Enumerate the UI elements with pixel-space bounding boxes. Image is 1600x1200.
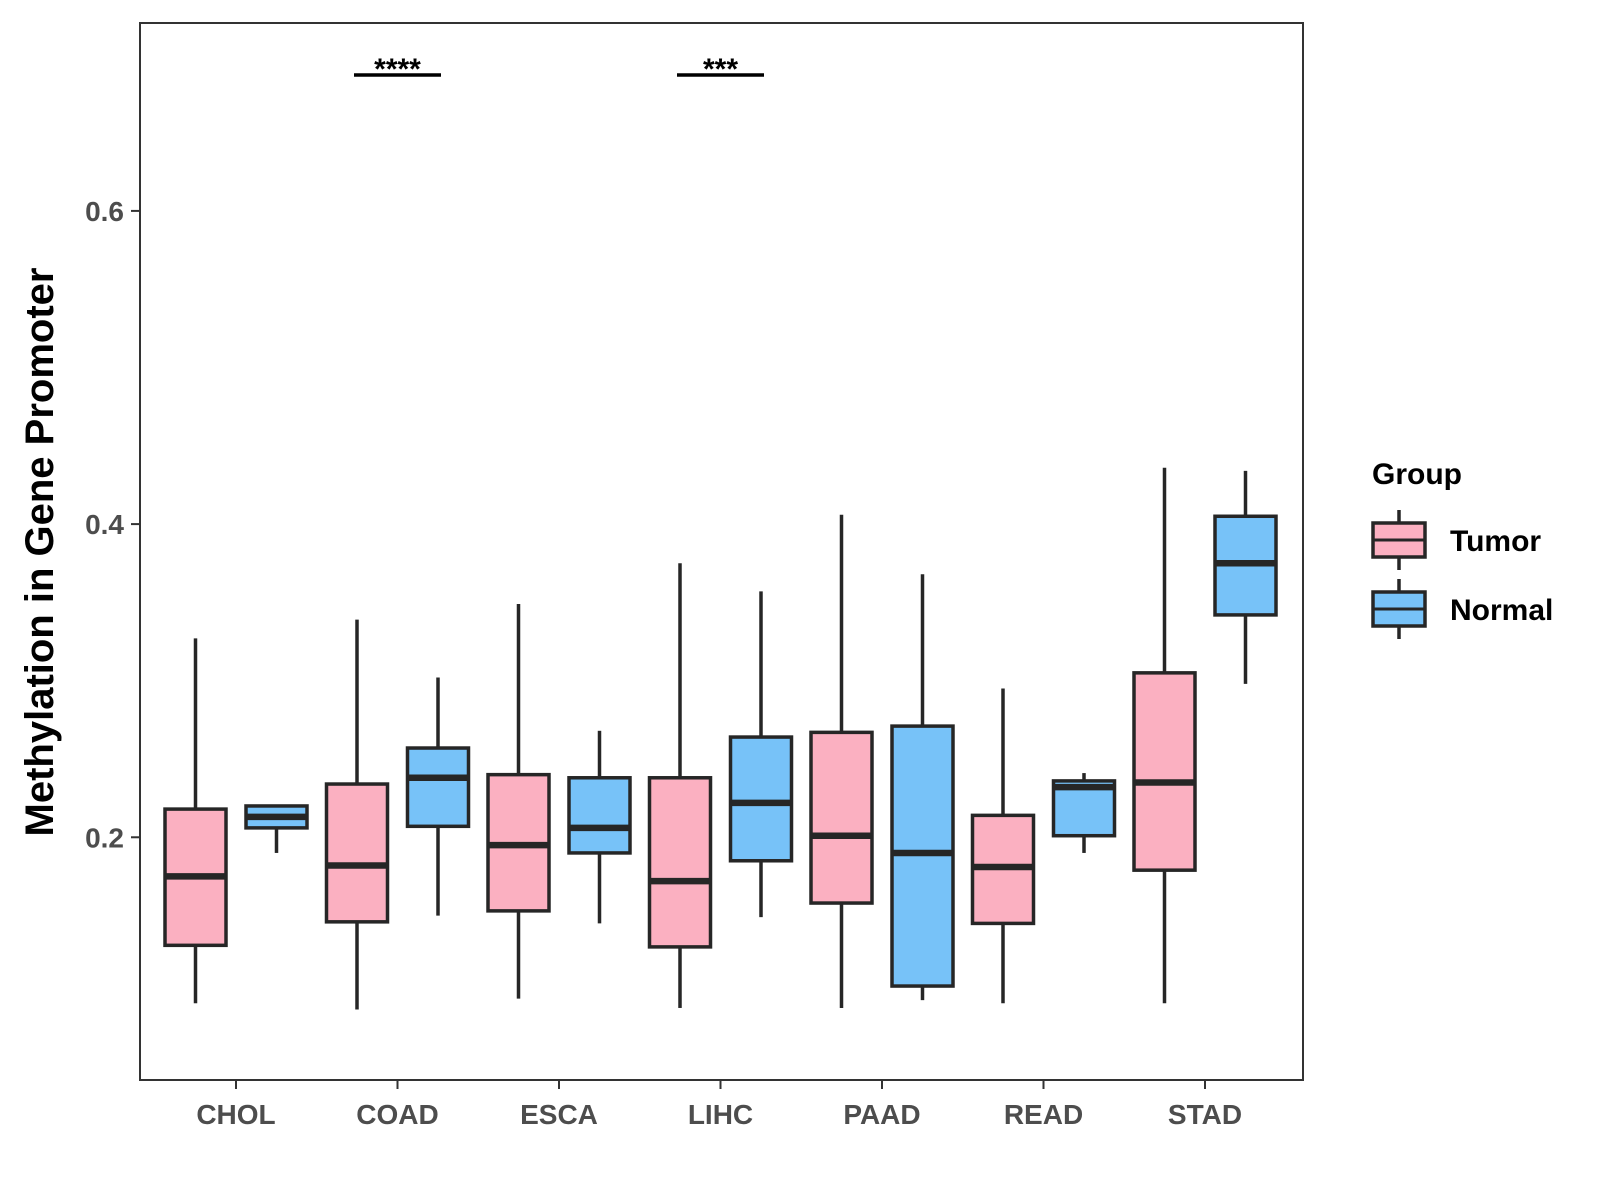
- x-tick-label: PAAD: [843, 1099, 920, 1130]
- y-tick-label: 0.6: [85, 196, 124, 227]
- x-tick-label: CHOL: [196, 1099, 275, 1130]
- plot-background: [140, 23, 1303, 1080]
- significance-coad: ****: [354, 53, 441, 86]
- box-normal-read: [1051, 773, 1117, 853]
- box-normal-paad: [890, 574, 955, 1001]
- significance-annotations: **** ***: [354, 53, 764, 86]
- legend-item-normal: Normal: [1371, 579, 1553, 639]
- legend-label: Normal: [1450, 594, 1553, 627]
- x-tick-label: COAD: [356, 1099, 438, 1130]
- box-tumor-read: [970, 688, 1036, 1004]
- x-tick-label: READ: [1004, 1099, 1083, 1130]
- significance-label: ***: [703, 53, 738, 86]
- box-tumor-coad: [324, 619, 390, 1010]
- boxes-layer: [163, 467, 1278, 1010]
- box-tumor-lihc: [647, 563, 713, 1008]
- box-normal-esca: [567, 730, 632, 924]
- y-axis-title: Methylation in Gene Promoter: [18, 268, 62, 837]
- iqr-box: [728, 735, 794, 863]
- box-normal-chol: [244, 804, 309, 853]
- iqr-box: [324, 782, 390, 924]
- legend-item-tumor: Tumor: [1371, 510, 1541, 570]
- legend-key: [1371, 579, 1427, 639]
- box-normal-stad: [1213, 470, 1278, 684]
- iqr-box: [567, 776, 632, 855]
- box-tumor-chol: [163, 638, 228, 1004]
- x-tick-label: LIHC: [688, 1099, 753, 1130]
- box-normal-lihc: [728, 591, 794, 918]
- legend: Group Tumor Normal: [1371, 458, 1553, 639]
- legend-title: Group: [1372, 458, 1462, 491]
- box-normal-coad: [405, 677, 471, 916]
- iqr-box: [809, 730, 874, 905]
- iqr-box: [405, 746, 471, 829]
- significance-label: ****: [374, 53, 421, 86]
- iqr-box: [647, 776, 713, 949]
- significance-lihc: ***: [677, 53, 764, 86]
- box-tumor-paad: [809, 514, 874, 1008]
- x-axis: CHOL COAD ESCA LIHC PAAD READ STAD: [196, 1080, 1242, 1130]
- legend-label: Tumor: [1450, 525, 1541, 558]
- x-tick-label: ESCA: [520, 1099, 598, 1130]
- box-tumor-stad: [1132, 467, 1197, 1004]
- x-tick-label: STAD: [1168, 1099, 1242, 1130]
- legend-key: [1371, 510, 1427, 570]
- iqr-box: [1132, 671, 1197, 872]
- y-tick-label: 0.4: [85, 509, 124, 540]
- box-tumor-esca: [486, 603, 551, 999]
- y-tick-label: 0.2: [85, 822, 124, 853]
- y-axis: 0.2 0.4 0.6: [85, 196, 140, 853]
